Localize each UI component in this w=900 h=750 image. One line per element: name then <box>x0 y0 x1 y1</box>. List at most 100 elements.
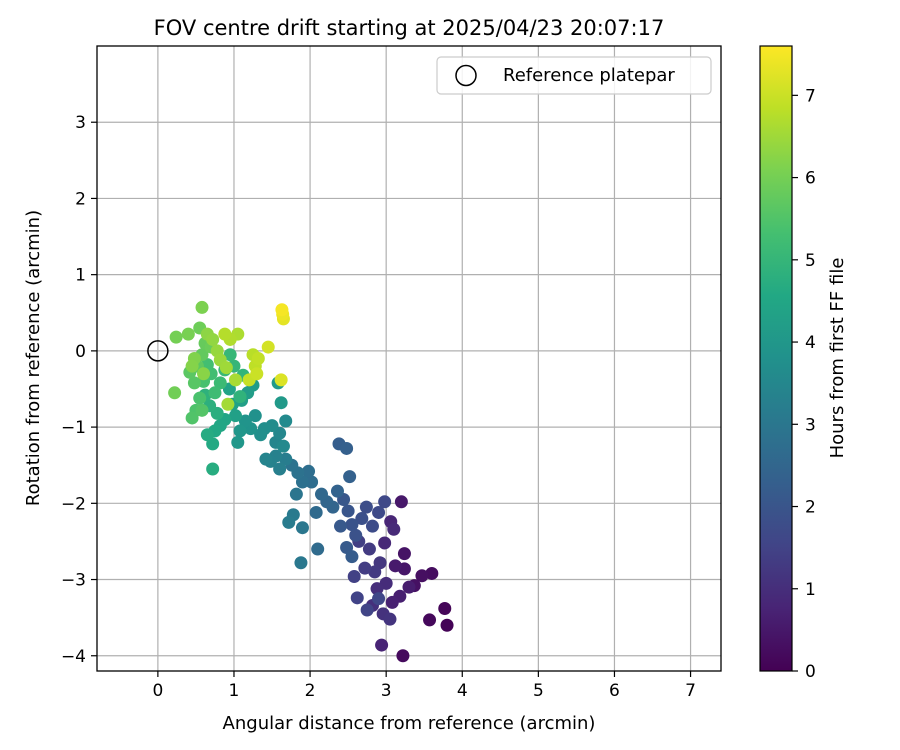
data-point <box>233 390 247 404</box>
data-point <box>343 470 357 484</box>
x-tick-label: 4 <box>457 681 468 701</box>
colorbar-ticks: 0 1 2 3 4 5 6 7 <box>792 86 816 682</box>
data-point <box>250 367 264 381</box>
legend-marker-icon <box>455 64 477 87</box>
data-point <box>372 505 386 519</box>
data-point <box>368 565 382 579</box>
colorbar-tick-label: 6 <box>805 169 816 189</box>
data-point <box>347 569 361 583</box>
data-point <box>197 367 211 381</box>
data-point <box>221 397 235 411</box>
y-tick-label: −2 <box>61 494 86 514</box>
data-point <box>187 376 201 390</box>
data-point <box>330 484 344 498</box>
data-point <box>314 487 328 501</box>
data-point <box>248 409 262 423</box>
data-point <box>402 580 416 594</box>
data-point <box>397 547 411 561</box>
data-point <box>219 361 233 375</box>
data-points <box>168 300 454 663</box>
data-point <box>378 495 392 509</box>
data-point <box>169 330 183 344</box>
x-tick-label: 5 <box>533 681 544 701</box>
data-point <box>279 414 293 428</box>
data-point <box>222 382 236 396</box>
data-point <box>195 300 209 314</box>
data-point <box>259 452 273 466</box>
reference-platepar-marker <box>147 340 169 362</box>
colorbar-label: Hours from first FF file <box>827 258 848 459</box>
data-point <box>193 391 207 405</box>
y-axis-label: Rotation from reference (arcmin) <box>23 210 44 506</box>
chart-title: FOV centre drift starting at 2025/04/23 … <box>154 16 665 40</box>
data-point <box>309 505 323 519</box>
data-point <box>341 504 355 518</box>
plot-area-frame <box>96 45 722 672</box>
data-point <box>231 435 245 449</box>
data-point <box>289 487 303 501</box>
x-tick-label: 3 <box>381 681 392 701</box>
data-point <box>334 519 348 533</box>
data-point <box>385 595 399 609</box>
data-point <box>251 352 265 365</box>
data-point <box>279 452 293 466</box>
data-point <box>181 327 195 341</box>
data-point <box>233 424 247 438</box>
y-axis-ticks: −4 −3 −2 −1 0 1 2 3 <box>61 113 97 667</box>
data-point <box>350 591 364 605</box>
colorbar-tick-label: 4 <box>805 333 816 353</box>
y-tick-label: 3 <box>75 113 86 133</box>
data-point <box>423 613 437 627</box>
legend: Reference platepar <box>436 56 712 95</box>
data-point <box>276 439 290 453</box>
data-point <box>311 542 325 556</box>
legend-entry-reference: Reference platepar <box>503 65 675 86</box>
y-tick-label: 0 <box>75 342 86 362</box>
data-point <box>394 495 408 509</box>
data-point <box>275 303 289 317</box>
data-point <box>396 649 410 663</box>
data-point <box>206 332 220 346</box>
data-point <box>360 603 374 617</box>
data-point <box>200 428 214 442</box>
colorbar-tick-label: 7 <box>805 86 816 106</box>
colorbar <box>759 45 793 672</box>
data-point <box>294 556 308 570</box>
data-point <box>302 464 316 478</box>
x-axis-ticks: 0 1 2 3 4 5 6 7 <box>152 671 696 701</box>
data-point <box>274 396 288 410</box>
data-point <box>345 550 359 564</box>
y-tick-label: −4 <box>61 647 86 667</box>
data-point <box>185 411 199 425</box>
data-point <box>295 521 309 535</box>
x-tick-label: 1 <box>229 681 240 701</box>
colorbar-tick-label: 1 <box>805 580 816 600</box>
data-point <box>425 566 439 580</box>
data-point <box>282 515 296 529</box>
data-point <box>223 348 237 362</box>
x-tick-label: 0 <box>152 681 163 701</box>
data-point <box>218 327 232 341</box>
data-point <box>185 359 199 373</box>
data-point <box>372 592 386 606</box>
data-point <box>349 528 363 542</box>
y-tick-label: 2 <box>75 189 86 209</box>
data-point <box>238 414 252 428</box>
y-tick-label: 1 <box>75 266 86 286</box>
data-point <box>305 475 319 489</box>
data-point <box>168 386 182 400</box>
x-axis-label: Angular distance from reference (arcmin) <box>223 713 596 734</box>
data-point <box>274 373 288 387</box>
y-tick-label: −3 <box>61 571 86 591</box>
data-point <box>273 462 287 476</box>
data-point <box>375 638 389 652</box>
data-point <box>358 561 372 575</box>
data-point <box>208 386 222 400</box>
data-point <box>228 409 242 423</box>
data-point <box>228 373 242 387</box>
data-point <box>388 559 402 573</box>
data-point <box>415 569 429 583</box>
data-point <box>365 519 379 533</box>
x-tick-label: 6 <box>609 681 620 701</box>
